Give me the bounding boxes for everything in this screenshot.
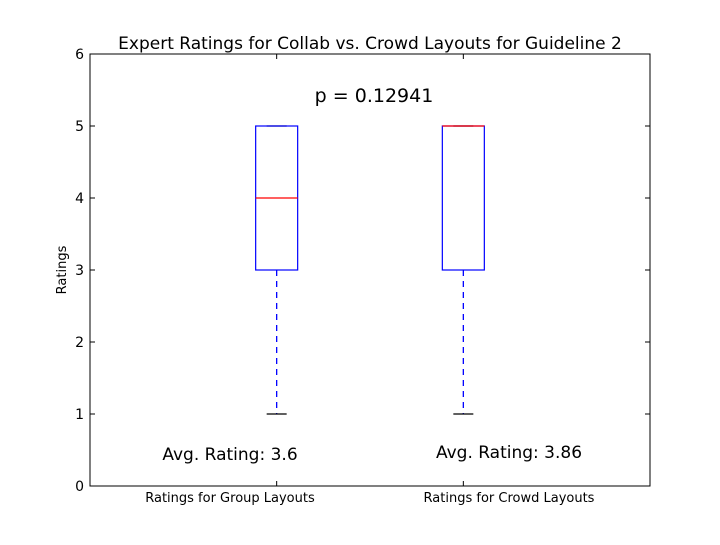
y-tick-label: 0 [75, 479, 84, 495]
y-axis-label: Ratings [55, 245, 70, 294]
p-value-annotation: p = 0.12941 [315, 85, 434, 107]
y-tick-label: 5 [75, 119, 84, 135]
x-tick-label-crowd: Ratings for Crowd Layouts [424, 491, 595, 506]
y-tick-label: 4 [75, 191, 84, 207]
plot-frame [89, 53, 651, 487]
avg-rating-crowd: Avg. Rating: 3.86 [436, 443, 582, 463]
y-tick-label: 2 [75, 335, 84, 351]
chart-title: Expert Ratings for Collab vs. Crowd Layo… [118, 34, 622, 54]
y-tick-label: 1 [75, 407, 84, 423]
avg-rating-group: Avg. Rating: 3.6 [162, 445, 297, 465]
x-tick-label-group: Ratings for Group Layouts [145, 491, 315, 506]
y-tick-label: 3 [75, 263, 84, 279]
y-tick-label: 6 [75, 47, 84, 63]
box-iqr [441, 125, 485, 271]
